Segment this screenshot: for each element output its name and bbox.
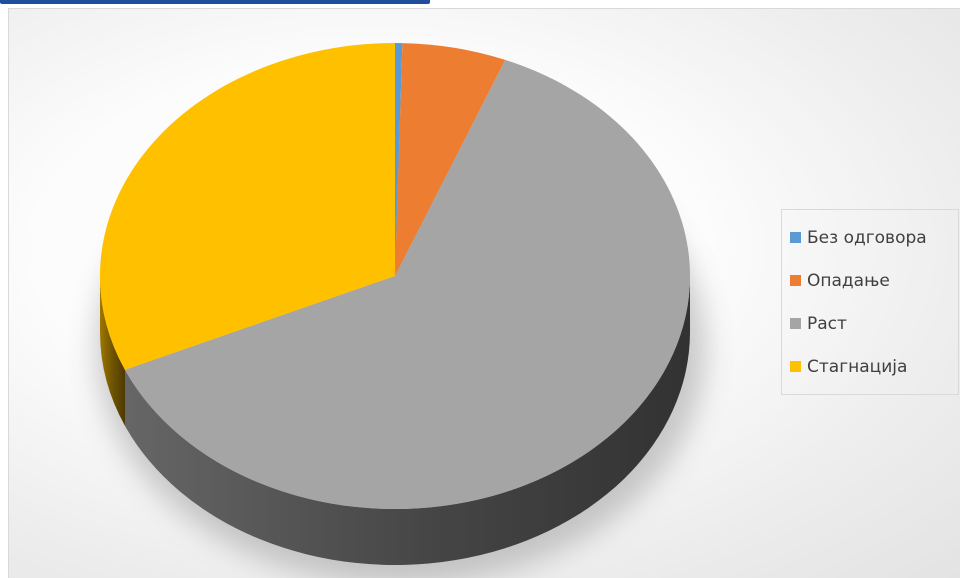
legend-entry: Опадање xyxy=(790,259,958,302)
chart-legend: Без одговора Опадање Раст Стагнација xyxy=(781,209,959,395)
legend-label: Без одговора xyxy=(807,227,927,248)
pie-side-2 xyxy=(125,276,691,565)
legend-entry: Стагнација xyxy=(790,345,958,388)
pie-slice-0 xyxy=(395,43,403,276)
legend-swatch xyxy=(790,318,801,329)
legend-label: Раст xyxy=(807,313,847,334)
legend-label: Стагнација xyxy=(807,356,908,377)
header-strip xyxy=(0,0,960,8)
header-bar xyxy=(0,0,430,4)
legend-swatch xyxy=(790,232,801,243)
legend-entry: Раст xyxy=(790,302,958,345)
legend-swatch xyxy=(790,361,801,372)
pie-slice-3 xyxy=(99,43,395,370)
pie-slice-1 xyxy=(395,43,506,277)
pie-top xyxy=(99,43,691,510)
legend-entry: Без одговора xyxy=(790,216,958,259)
legend-label: Опадање xyxy=(807,270,890,291)
pie-sides xyxy=(100,276,691,565)
legend-swatch xyxy=(790,275,801,286)
chart-area: Без одговора Опадање Раст Стагнација xyxy=(8,8,960,578)
pie-slice-2 xyxy=(125,59,691,510)
pie-chart xyxy=(96,43,706,578)
pie-side-3 xyxy=(100,276,126,426)
